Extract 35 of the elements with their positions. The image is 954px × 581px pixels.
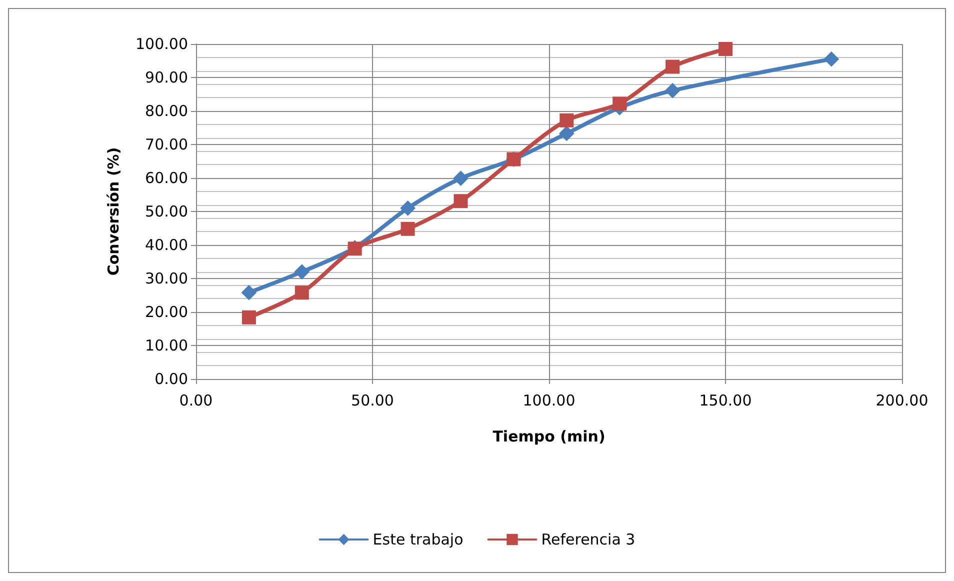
- point: [453, 170, 468, 186]
- x-axis-title: Tiempo (min): [492, 428, 606, 446]
- point: [559, 126, 574, 141]
- point: [718, 42, 732, 56]
- point: [241, 285, 256, 300]
- point: [454, 194, 468, 208]
- point: [294, 264, 310, 280]
- point: [294, 286, 309, 300]
- point: [560, 113, 574, 128]
- y-tick-label: 50.00: [145, 202, 188, 220]
- y-tick-label: 30.00: [145, 270, 188, 288]
- y-tick-label: 80.00: [145, 102, 188, 120]
- x-tick-label: 100.00: [522, 392, 576, 410]
- point: [400, 200, 416, 216]
- y-tick-label: 100.00: [136, 35, 188, 53]
- legend-label: Referencia 3: [541, 530, 636, 548]
- point: [665, 83, 680, 98]
- y-tick-label: 40.00: [145, 236, 188, 254]
- point: [400, 222, 415, 236]
- y-tick-label: 0.00: [154, 370, 188, 388]
- point: [242, 310, 256, 324]
- legend-label: Este trabajo: [372, 530, 464, 548]
- x-tick-label: 50.00: [351, 392, 394, 410]
- y-tick-label: 60.00: [145, 169, 188, 187]
- y-tick-label: 90.00: [145, 68, 188, 86]
- y-tick-label: 20.00: [145, 303, 188, 321]
- y-axis-title: Conversión (%): [104, 147, 122, 276]
- x-tick-label: 200.00: [876, 392, 928, 410]
- y-tick-label: 10.00: [145, 336, 188, 354]
- point: [824, 52, 839, 67]
- point: [612, 96, 627, 111]
- x-tick-label: 150.00: [699, 392, 752, 410]
- y-tick-label: 70.00: [145, 136, 188, 154]
- x-tick-label: 0.00: [179, 392, 213, 410]
- point: [666, 60, 680, 74]
